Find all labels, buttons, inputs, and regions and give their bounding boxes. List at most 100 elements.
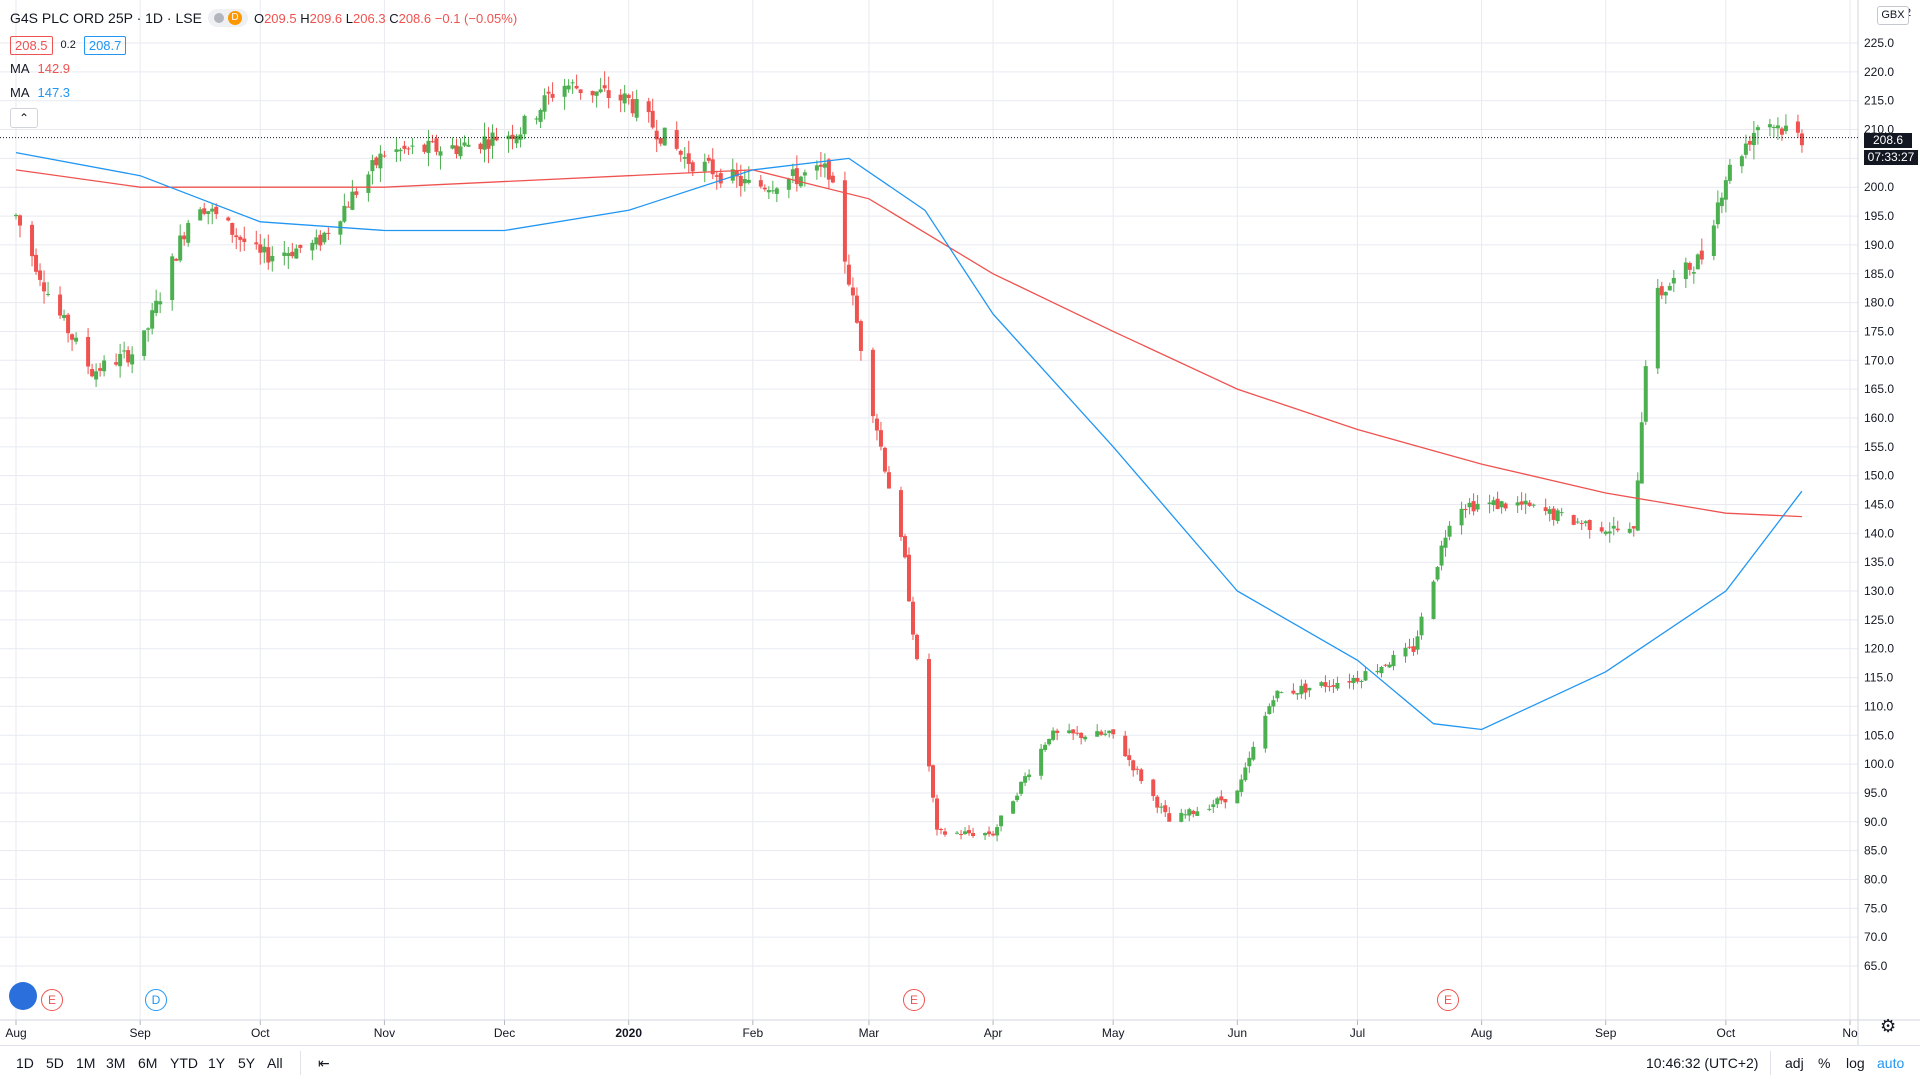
candle-up <box>955 832 960 834</box>
settings-gear-icon[interactable]: ⚙ <box>1880 1016 1897 1036</box>
candle-down <box>382 155 387 157</box>
ma1-value: 142.9 <box>37 61 71 76</box>
range-1y-button[interactable]: 1Y <box>208 1055 226 1071</box>
candle-up <box>1767 124 1772 128</box>
price-tick-label: 100.0 <box>1864 757 1894 771</box>
time-tick-label: No <box>1842 1026 1858 1040</box>
candle-up <box>294 248 299 259</box>
earnings-event-marker[interactable]: E <box>903 989 925 1011</box>
price-tick-label: 170.0 <box>1864 353 1894 367</box>
adj-toggle[interactable]: adj <box>1785 1055 1804 1071</box>
candle-down <box>686 153 691 164</box>
candle-down <box>402 145 407 149</box>
range-ytd-button[interactable]: YTD <box>170 1055 198 1071</box>
candle-down <box>1799 133 1804 146</box>
range-6m-button[interactable]: 6M <box>138 1055 158 1071</box>
range-1d-button[interactable]: 1D <box>16 1055 34 1071</box>
tradingview-logo-icon[interactable] <box>9 982 37 1010</box>
candle-down <box>826 159 831 180</box>
candle-up <box>122 350 127 352</box>
candle-down <box>846 264 851 285</box>
candle-down <box>290 251 295 257</box>
candle-down <box>718 173 723 184</box>
candle-down <box>1167 813 1172 822</box>
candle-up <box>1547 509 1552 514</box>
price-tick-label: 70.0 <box>1864 930 1888 944</box>
candle-down <box>430 141 435 143</box>
time-tick-label: Dec <box>494 1026 515 1040</box>
candle-down <box>1503 503 1508 509</box>
date-range-icon[interactable]: ⇤ <box>318 1055 330 1071</box>
candle-up <box>534 118 539 120</box>
price-tick-label: 185.0 <box>1864 267 1894 281</box>
candle-down <box>18 215 23 226</box>
time-tick-label: Aug <box>1471 1026 1492 1040</box>
candle-up <box>102 360 107 372</box>
candle-up <box>150 310 155 329</box>
time-tick-label: Feb <box>742 1026 763 1040</box>
candle-up <box>1531 504 1536 506</box>
range-all-button[interactable]: All <box>267 1055 283 1071</box>
log-scale-toggle[interactable]: log <box>1846 1055 1865 1071</box>
candle-up <box>1239 779 1244 792</box>
candle-down <box>738 175 743 187</box>
auto-scale-toggle[interactable]: auto <box>1877 1055 1905 1071</box>
candle-up <box>999 815 1004 827</box>
candle-down <box>1131 760 1136 771</box>
candle-up <box>1295 693 1300 695</box>
time-tick-label: Oct <box>1717 1026 1736 1040</box>
candle-up <box>1187 809 1192 816</box>
market-status-pill[interactable]: D <box>207 9 248 27</box>
candle-down <box>590 90 595 96</box>
candle-down <box>494 136 499 141</box>
candle-up <box>366 174 371 193</box>
price-tick-label: 190.0 <box>1864 238 1894 252</box>
range-1m-button[interactable]: 1M <box>76 1055 96 1071</box>
range-5d-button[interactable]: 5D <box>46 1055 64 1071</box>
candle-up <box>1655 287 1660 369</box>
range-5y-button[interactable]: 5Y <box>238 1055 256 1071</box>
candle-up <box>1067 730 1072 734</box>
candle-up <box>1459 508 1464 526</box>
candle-up <box>1755 127 1760 131</box>
candle-down <box>1471 501 1476 512</box>
candle-up <box>1719 197 1724 207</box>
candle-up <box>1271 700 1276 707</box>
candle-down <box>58 294 63 316</box>
candle-down <box>842 180 847 262</box>
ma1-legend[interactable]: MA 142.9 <box>10 61 517 80</box>
candle-up <box>158 301 163 305</box>
currency-label[interactable]: GBX <box>1877 6 1909 25</box>
collapse-legend-button[interactable]: ⌃ <box>10 108 38 128</box>
candle-down <box>42 282 47 292</box>
candle-up <box>1607 531 1612 534</box>
range-3m-button[interactable]: 3M <box>106 1055 126 1071</box>
ask-price[interactable]: 208.7 <box>83 35 127 55</box>
clock-timezone[interactable]: 10:46:32 (UTC+2) <box>1646 1055 1759 1071</box>
candle-up <box>1691 272 1696 274</box>
candle-down <box>878 430 883 447</box>
candle-up <box>1627 528 1632 533</box>
candle-down <box>967 829 972 834</box>
price-tick-label: 220.0 <box>1864 65 1894 79</box>
symbol-title[interactable]: G4S PLC ORD 25P · 1D · LSE <box>10 10 202 26</box>
candle-down <box>114 362 119 365</box>
candle-up <box>1279 692 1284 694</box>
candle-down <box>1551 508 1556 520</box>
bid-price[interactable]: 208.5 <box>10 35 53 55</box>
ma2-legend[interactable]: MA 147.3 <box>10 85 517 104</box>
candle-up <box>438 151 443 156</box>
earnings-event-marker[interactable]: E <box>41 989 63 1011</box>
percent-scale-toggle[interactable]: % <box>1818 1055 1831 1071</box>
price-tick-label: 125.0 <box>1864 613 1894 627</box>
candle-down <box>1111 729 1116 735</box>
earnings-event-marker[interactable]: E <box>1437 989 1459 1011</box>
candle-down <box>886 472 891 489</box>
candle-up <box>378 153 383 169</box>
candle-up <box>1415 636 1420 650</box>
candle-up <box>790 169 795 176</box>
time-tick-label: Mar <box>859 1026 880 1040</box>
candle-up <box>1555 510 1560 522</box>
dividend-event-marker[interactable]: D <box>145 989 167 1011</box>
